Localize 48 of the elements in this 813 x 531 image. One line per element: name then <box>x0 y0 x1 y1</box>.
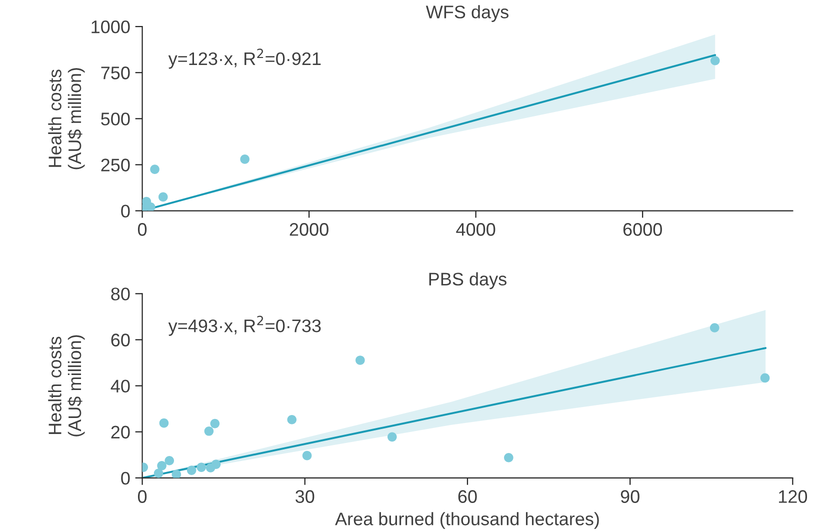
point <box>157 461 166 470</box>
y-tick-label: 500 <box>101 112 130 126</box>
y-tick-label: 750 <box>101 66 130 80</box>
x-axis-title: Area burned (thousand hectares) <box>335 512 599 529</box>
point <box>210 418 220 428</box>
point <box>504 452 514 462</box>
y-tick-label: 40 <box>110 380 130 393</box>
x-tick-label: 120 <box>778 490 808 503</box>
y-axis-title: Health costs (AU$ million) <box>48 335 85 436</box>
point <box>159 418 169 428</box>
point <box>211 460 221 469</box>
point <box>150 164 160 174</box>
x-tick-label: 2000 <box>290 223 328 236</box>
point <box>356 356 365 365</box>
point <box>146 202 156 211</box>
point <box>154 468 164 478</box>
x-tick-label: 90 <box>620 490 640 503</box>
y-tick-label: 0 <box>121 472 130 485</box>
y-tick-label: 20 <box>111 426 130 439</box>
y-tick-label: 1000 <box>92 20 130 34</box>
point <box>158 192 168 202</box>
point <box>760 373 770 383</box>
x-tick-label: 30 <box>296 490 314 503</box>
x-tick-label: 4000 <box>456 223 496 236</box>
point <box>172 470 182 478</box>
y-tick-label: 80 <box>111 288 130 300</box>
point <box>710 323 720 332</box>
point <box>240 154 250 164</box>
point <box>387 432 397 442</box>
x-tick-label: 0 <box>138 490 147 503</box>
y-axis-title: Health costs (AU$ million) <box>48 68 85 170</box>
point <box>204 426 214 436</box>
point <box>287 414 297 424</box>
x-tick-label: 6000 <box>623 223 662 236</box>
y-tick-label: 250 <box>101 158 130 172</box>
annotation: y=123·x, R$^{2}$=0·921 <box>168 48 321 69</box>
x-tick-label: 60 <box>458 490 477 503</box>
annotation: y=493·x, R$^{2}$=0·733 <box>168 316 321 336</box>
point <box>196 462 206 472</box>
point <box>186 466 196 475</box>
y-tick-label: 60 <box>111 334 130 346</box>
chart-title: WFS days <box>426 5 508 22</box>
point <box>164 456 174 466</box>
chart-title: PBS days <box>429 272 506 290</box>
point <box>302 450 312 460</box>
x-tick-label: 0 <box>138 223 147 236</box>
y-tick-label: 0 <box>121 204 130 218</box>
point <box>710 56 720 66</box>
